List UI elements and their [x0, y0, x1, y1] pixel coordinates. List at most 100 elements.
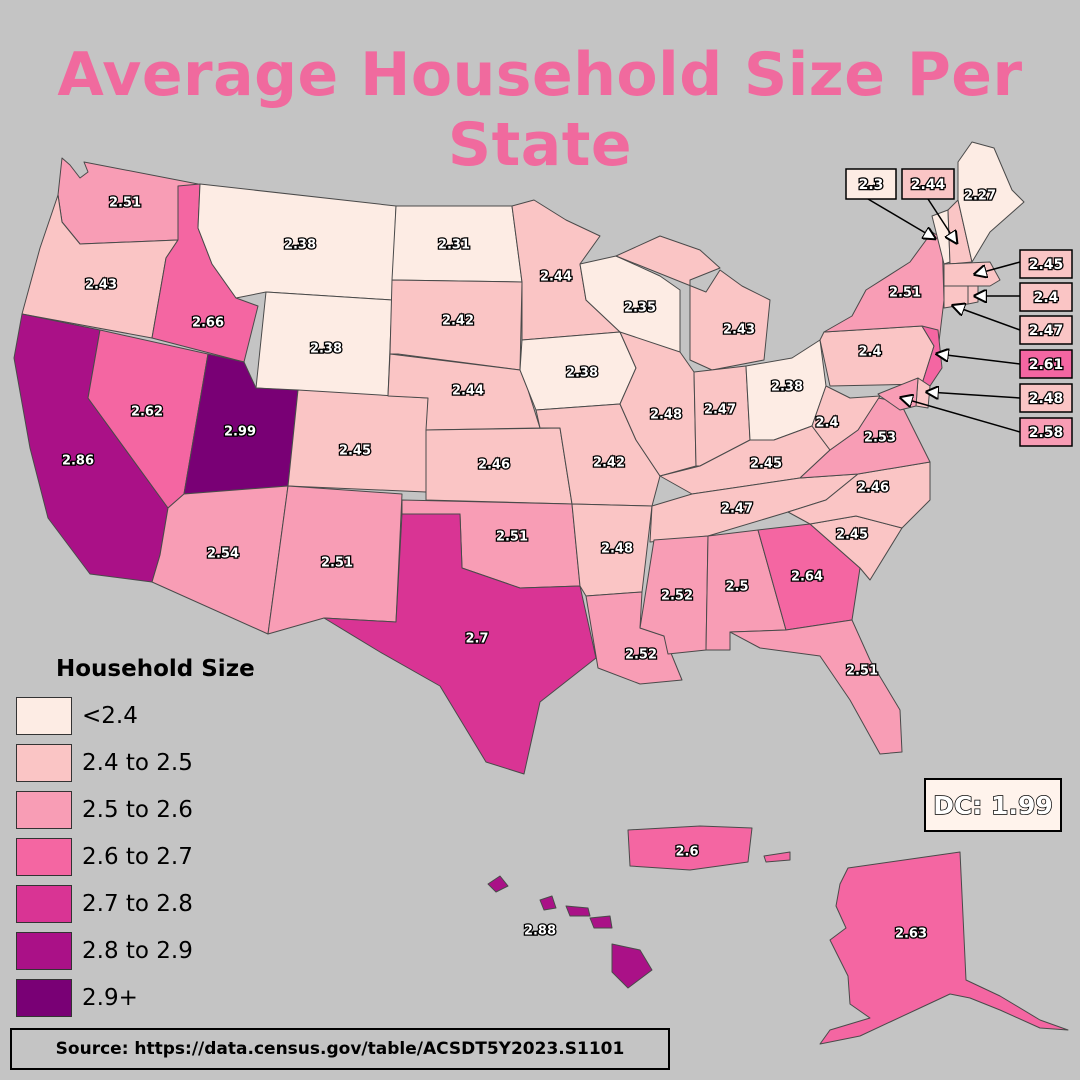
legend: Household Size <2.4 2.4 to 2.5 2.5 to 2.6 2…	[16, 656, 255, 1021]
legend-item: 2.8 to 2.9	[16, 927, 255, 974]
dc-label: DC: 1.99	[932, 790, 1053, 821]
label-IN: 2.47	[704, 403, 736, 418]
state-HI-island-4[interactable]	[589, 915, 613, 929]
legend-label: 2.4 to 2.5	[82, 749, 193, 776]
legend-title: Household Size	[56, 656, 255, 682]
callout-VT[interactable]: 2.3	[845, 168, 934, 238]
label-MS: 2.52	[661, 589, 693, 604]
label-NE: 2.44	[452, 384, 484, 399]
label-OH: 2.38	[771, 380, 803, 395]
state-PR-islet[interactable]	[763, 851, 791, 863]
legend-label: 2.6 to 2.7	[82, 843, 193, 870]
legend-item: <2.4	[16, 692, 255, 739]
callout-NH[interactable]: 2.44	[901, 168, 956, 242]
callout-CT[interactable]: 2.47	[954, 306, 1073, 345]
callout-MA-label: 2.45	[1029, 257, 1064, 273]
callout-NJ[interactable]: 2.61	[938, 350, 1073, 379]
callout-MD-label: 2.58	[1029, 425, 1064, 441]
state-NC[interactable]	[787, 461, 931, 529]
state-MA[interactable]	[943, 261, 1001, 287]
label-TN: 2.47	[721, 502, 753, 517]
label-ID: 2.66	[192, 316, 224, 331]
legend-swatch	[16, 743, 72, 782]
label-NY: 2.51	[889, 286, 921, 301]
legend-swatch	[16, 978, 72, 1017]
label-SC: 2.45	[836, 528, 868, 543]
label-MO: 2.42	[593, 456, 625, 471]
label-FL: 2.51	[846, 664, 878, 679]
legend-swatch	[16, 696, 72, 735]
state-HI-island-2[interactable]	[539, 895, 557, 911]
label-ME: 2.27	[964, 189, 996, 204]
label-CA: 2.86	[62, 454, 94, 469]
label-IL: 2.48	[650, 408, 682, 423]
label-OK: 2.51	[496, 530, 528, 545]
legend-swatch	[16, 790, 72, 829]
label-AZ: 2.54	[207, 547, 239, 562]
legend-item: 2.6 to 2.7	[16, 833, 255, 880]
state-CO[interactable]	[287, 389, 429, 493]
dc-box: DC: 1.99	[924, 778, 1062, 832]
state-PR[interactable]	[627, 825, 753, 871]
callout-NJ-label: 2.61	[1029, 357, 1064, 373]
legend-swatch	[16, 884, 72, 923]
legend-label: 2.7 to 2.8	[82, 890, 193, 917]
legend-swatch	[16, 931, 72, 970]
label-WA: 2.51	[109, 196, 141, 211]
callout-DE[interactable]: 2.48	[928, 383, 1073, 413]
label-AK: 2.63	[895, 927, 927, 942]
state-HI-island-3[interactable]	[565, 905, 591, 917]
label-GA: 2.64	[791, 570, 823, 585]
label-AR: 2.48	[601, 542, 633, 557]
state-TX[interactable]	[323, 513, 597, 775]
source-box: Source: https://data.census.gov/table/AC…	[10, 1028, 670, 1070]
label-WY: 2.38	[310, 342, 342, 357]
label-OR: 2.43	[85, 278, 117, 293]
state-AK[interactable]	[819, 851, 1069, 1045]
label-VA: 2.53	[864, 431, 896, 446]
callout-MD[interactable]: 2.58	[902, 398, 1073, 447]
label-SD: 2.42	[442, 314, 474, 329]
legend-item: 2.4 to 2.5	[16, 739, 255, 786]
state-ME[interactable]	[957, 141, 1025, 263]
label-HI: 2.88	[524, 924, 556, 939]
callout-RI[interactable]: 2.4	[976, 282, 1073, 312]
label-UT: 2.99	[224, 425, 256, 440]
state-LA[interactable]	[585, 591, 683, 685]
label-MI: 2.43	[723, 323, 755, 338]
legend-item: 2.7 to 2.8	[16, 880, 255, 927]
label-KY: 2.45	[750, 457, 782, 472]
label-NV: 2.62	[131, 405, 163, 420]
label-NM: 2.51	[321, 556, 353, 571]
callout-CT-label: 2.47	[1029, 323, 1064, 339]
legend-item: 2.9+	[16, 974, 255, 1021]
state-CT[interactable]	[943, 285, 969, 309]
legend-item: 2.5 to 2.6	[16, 786, 255, 833]
legend-label: 2.5 to 2.6	[82, 796, 193, 823]
state-RI[interactable]	[967, 285, 979, 305]
state-HI-island-5[interactable]	[611, 943, 653, 989]
legend-label: <2.4	[82, 702, 138, 729]
label-ND: 2.31	[438, 238, 470, 253]
label-IA: 2.38	[566, 366, 598, 381]
callout-DE-label: 2.48	[1029, 391, 1064, 407]
state-GA[interactable]	[757, 523, 861, 631]
label-MN: 2.44	[540, 270, 572, 285]
label-CO: 2.45	[339, 444, 371, 459]
state-FL[interactable]	[729, 619, 903, 755]
legend-label: 2.8 to 2.9	[82, 937, 193, 964]
state-HI-island-1[interactable]	[487, 875, 509, 893]
legend-swatch	[16, 837, 72, 876]
callout-NH-label: 2.44	[911, 177, 946, 193]
legend-label: 2.9+	[82, 984, 138, 1011]
callout-MA[interactable]: 2.45	[976, 249, 1073, 278]
callout-RI-label: 2.4	[1034, 290, 1059, 306]
label-AL: 2.5	[725, 580, 748, 595]
label-PR: 2.6	[675, 845, 698, 860]
label-WV: 2.4	[815, 416, 838, 431]
label-LA: 2.52	[625, 648, 657, 663]
label-NC: 2.46	[857, 481, 889, 496]
source-text: Source: https://data.census.gov/table/AC…	[55, 1039, 625, 1059]
label-MT: 2.38	[284, 238, 316, 253]
